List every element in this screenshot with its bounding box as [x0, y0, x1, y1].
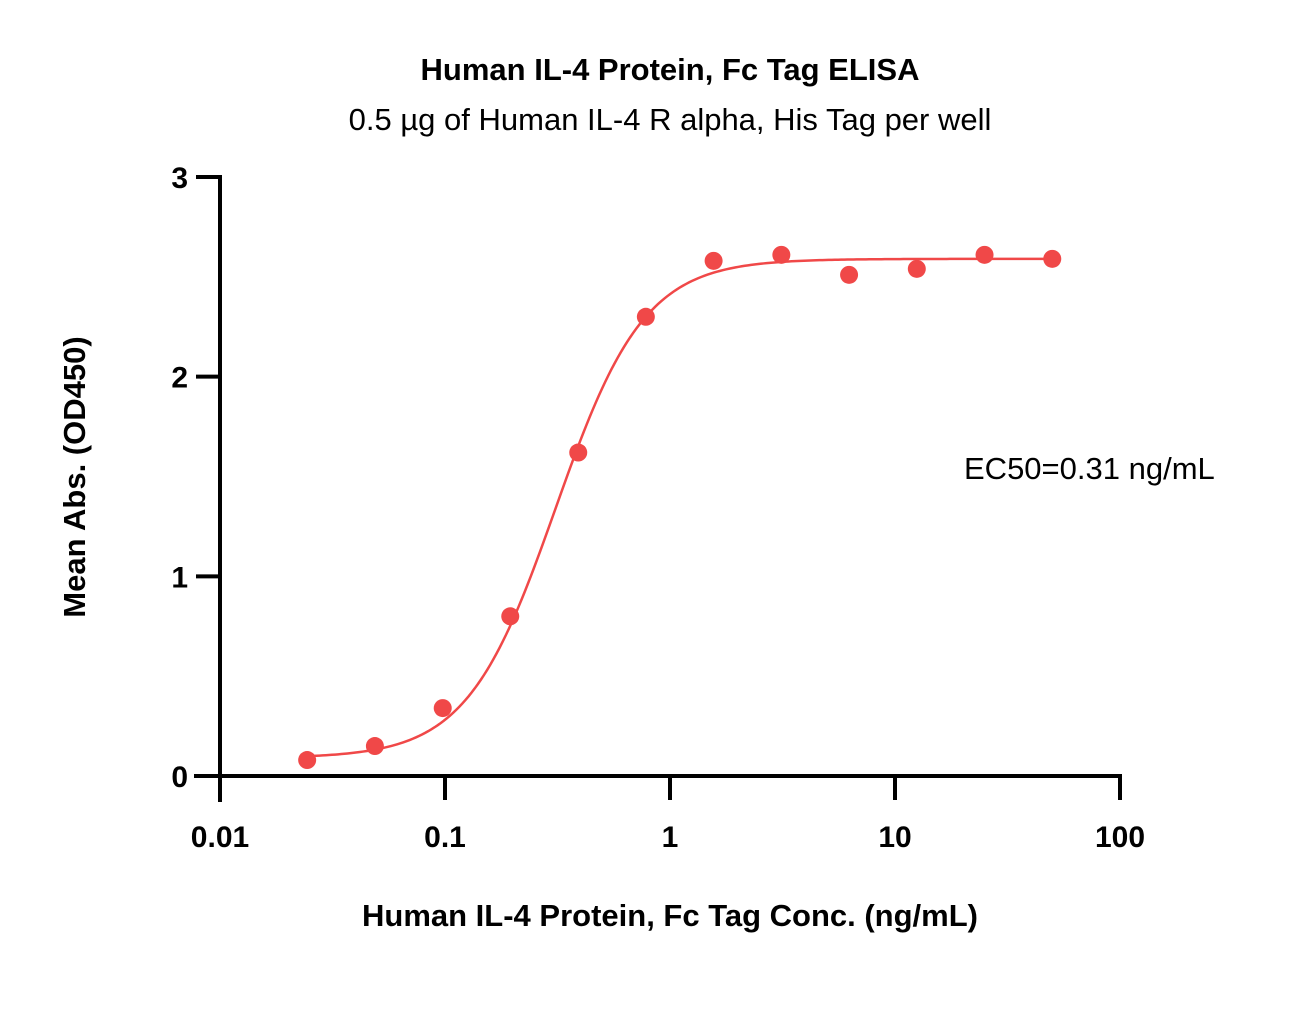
data-point — [1043, 249, 1062, 268]
x-tick-label: 0.1 — [424, 821, 466, 854]
x-axis-title: Human IL-4 Protein, Fc Tag Conc. (ng/mL) — [362, 898, 978, 933]
y-tick-label: 0 — [171, 761, 188, 794]
ec50-annotation: EC50=0.31 ng/mL — [964, 451, 1215, 486]
data-point — [569, 443, 588, 462]
x-tick-label: 0.01 — [191, 821, 249, 854]
y-tick-label: 1 — [171, 561, 188, 594]
fit-curve — [307, 257, 1053, 758]
y-tick-label: 3 — [171, 162, 188, 195]
data-point — [636, 307, 655, 326]
data-point — [501, 607, 520, 626]
x-tick-label: 100 — [1095, 821, 1145, 854]
data-point — [840, 265, 859, 284]
chart-subtitle: 0.5 µg of Human IL-4 R alpha, His Tag pe… — [349, 102, 992, 137]
data-point — [907, 259, 926, 278]
data-point — [365, 737, 384, 756]
data-point — [975, 245, 994, 264]
y-tick-label: 2 — [171, 362, 188, 395]
fit-curve-layer — [307, 257, 1053, 758]
data-point — [772, 245, 791, 264]
y-axis-title: Mean Abs. (OD450) — [57, 336, 92, 617]
axes: 0 1 2 3 0.01 0.1 1 10 100 — [171, 162, 1145, 854]
data-point — [433, 699, 452, 718]
chart-title: Human IL-4 Protein, Fc Tag ELISA — [421, 52, 920, 87]
x-tick-label: 1 — [662, 821, 679, 854]
data-points-layer — [298, 245, 1062, 770]
x-tick-label: 10 — [878, 821, 911, 854]
data-point — [704, 251, 723, 270]
data-point — [298, 751, 317, 770]
